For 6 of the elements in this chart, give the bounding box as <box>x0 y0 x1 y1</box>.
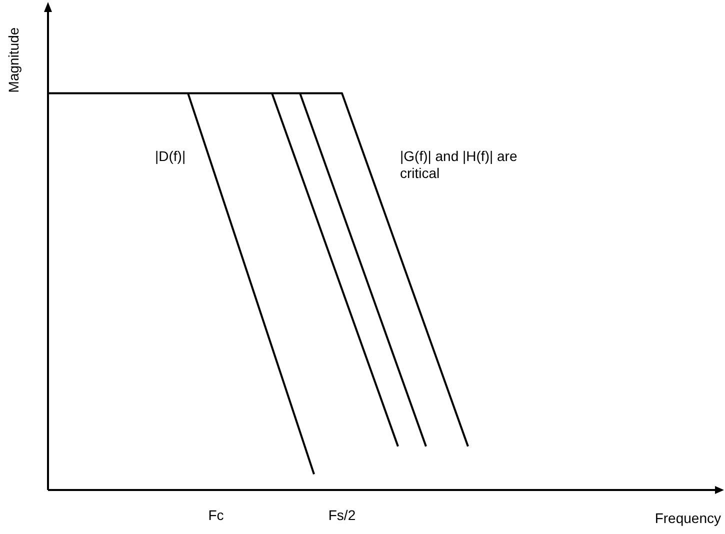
annotation: |D(f)| <box>155 148 187 165</box>
x-tick-label: Fc <box>208 506 224 523</box>
y-axis-title: Magnitude <box>6 27 22 93</box>
x-tick-label: Fs/2 <box>328 506 356 523</box>
x-axis-title: Frequency <box>654 510 721 526</box>
annotation: |G(f)| and |H(f)| are critical <box>400 148 518 182</box>
